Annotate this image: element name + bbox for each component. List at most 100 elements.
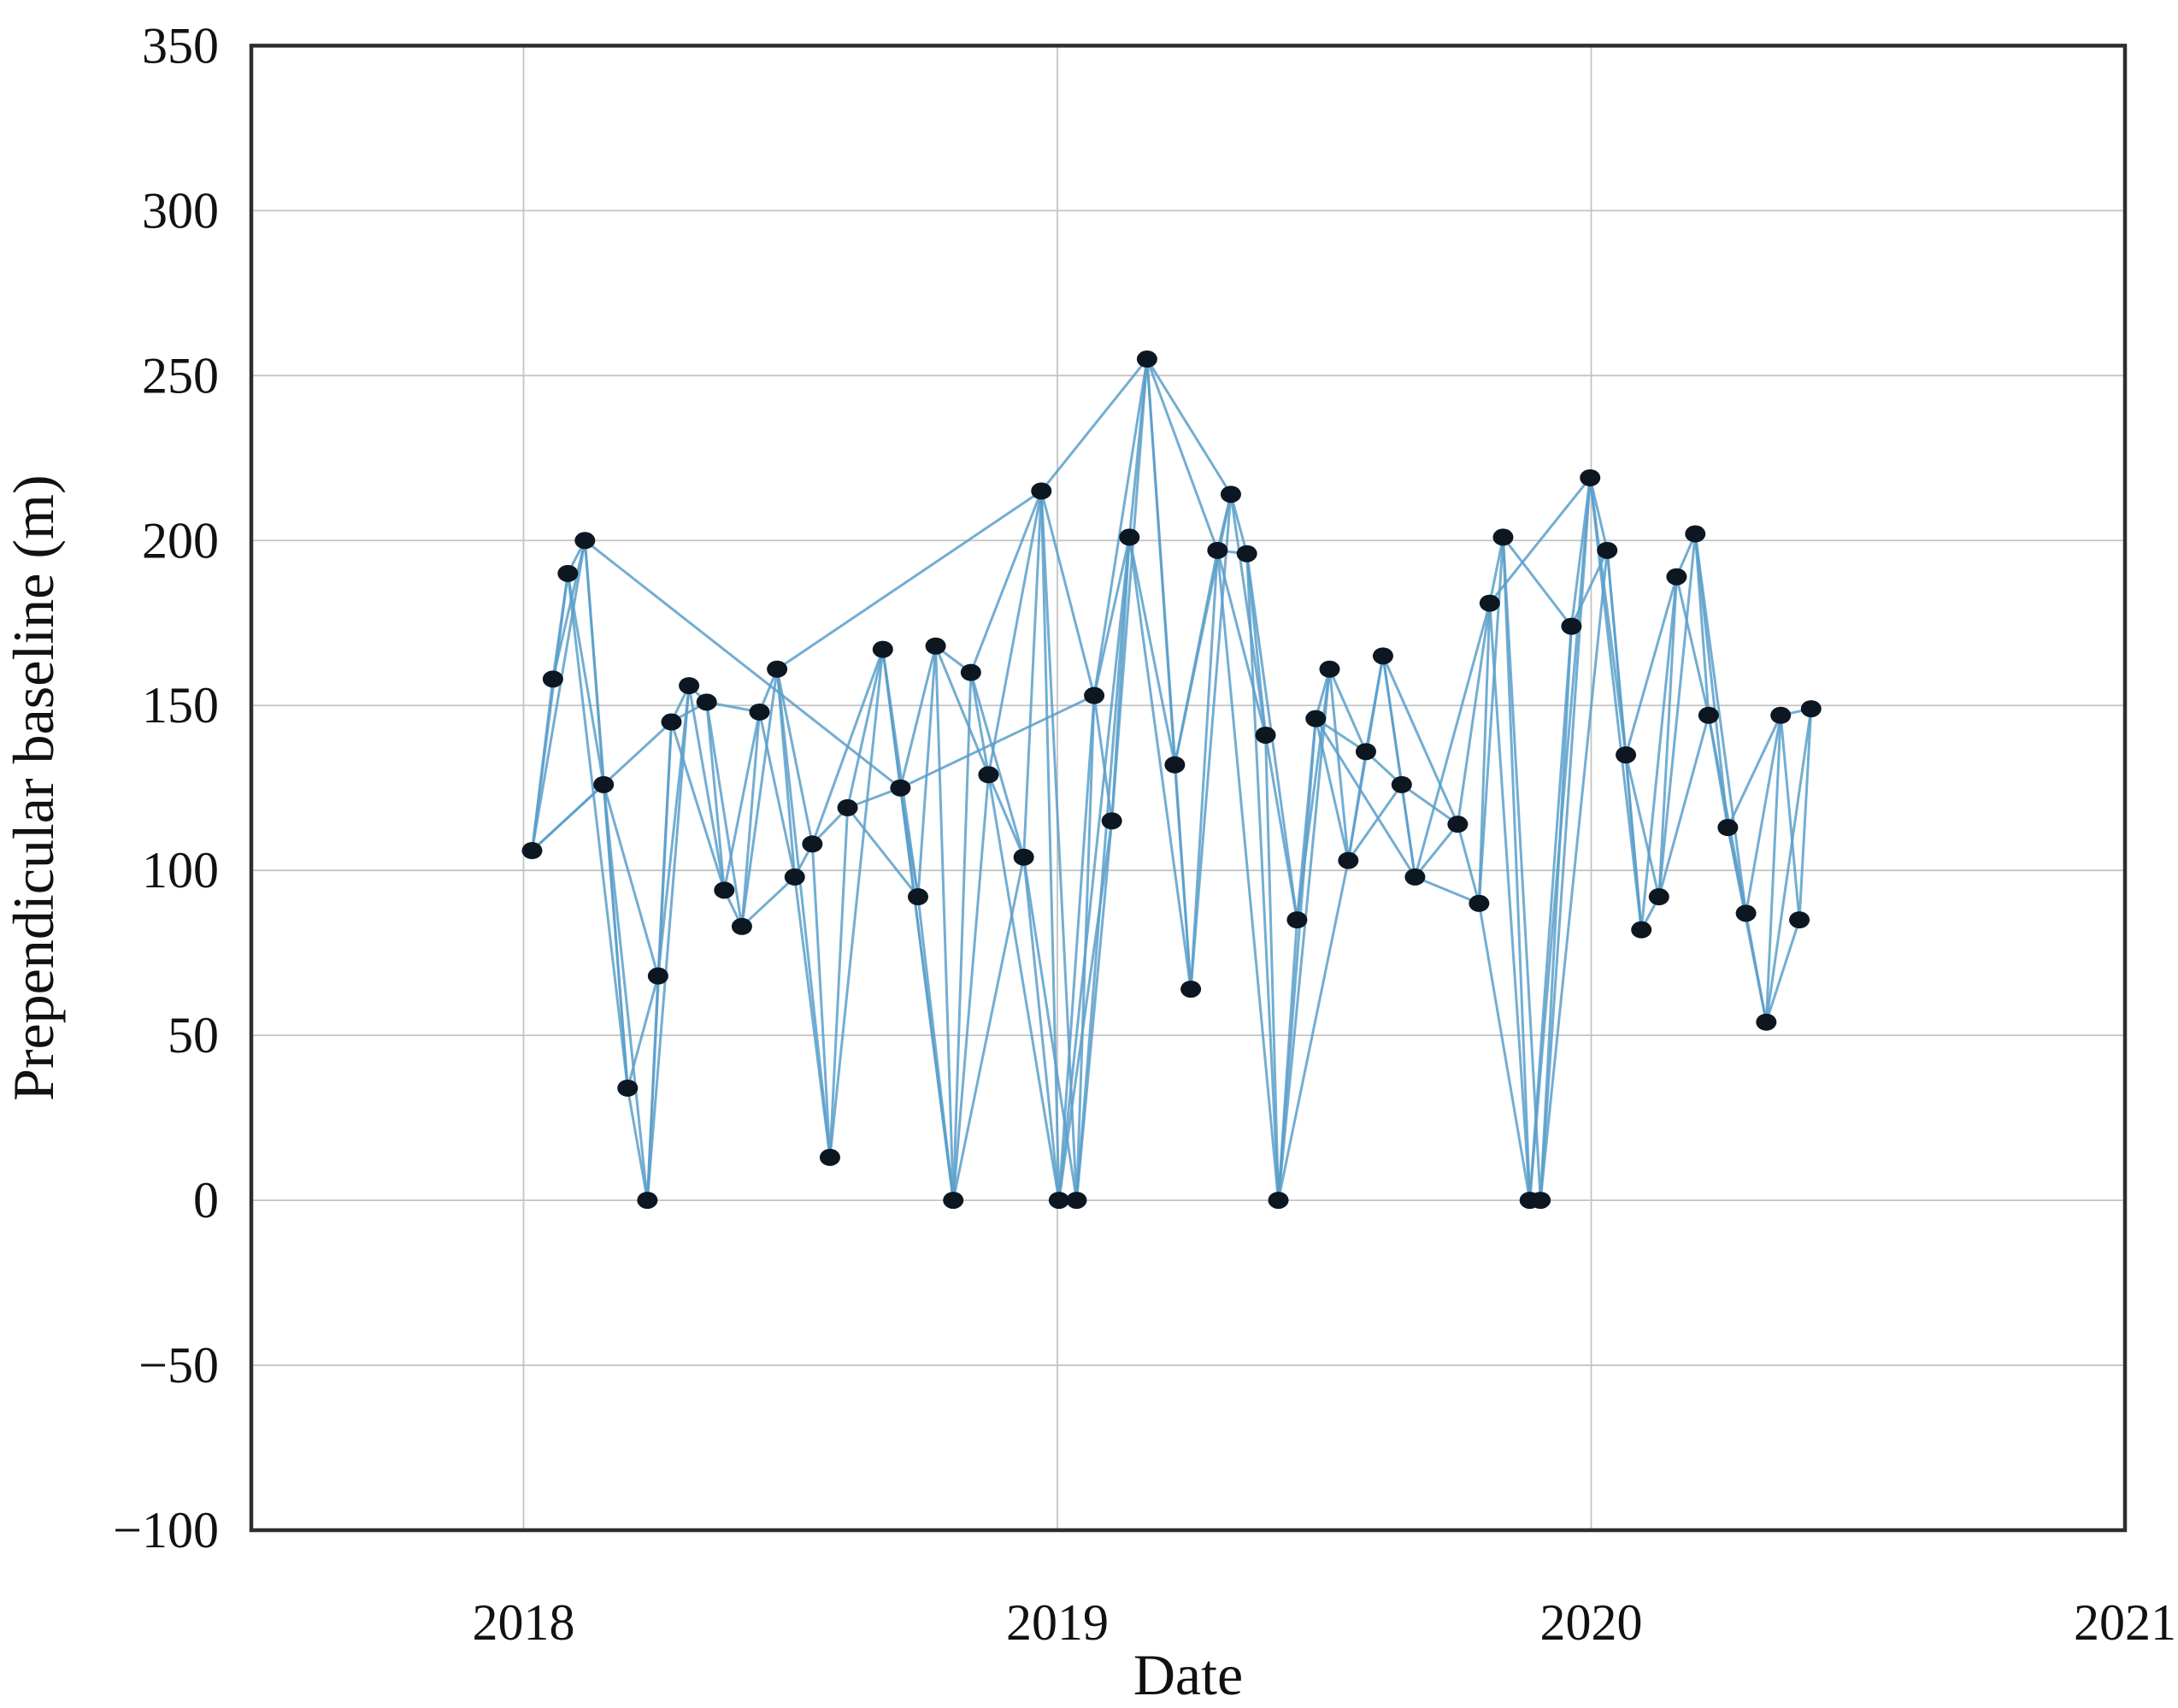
network-edge <box>1277 718 1317 1201</box>
network-edge <box>1022 857 1061 1201</box>
data-point <box>661 713 682 731</box>
network-edge <box>986 491 1043 775</box>
network-edge <box>1328 668 1368 752</box>
network-edge <box>1477 603 1492 904</box>
data-point <box>1355 743 1376 761</box>
network-edge <box>775 668 814 845</box>
network-edge <box>1727 715 1782 828</box>
data-point <box>1800 700 1822 718</box>
network-edge <box>1277 860 1350 1201</box>
x-axis-label: Date <box>1133 1642 1243 1707</box>
data-point <box>819 1148 840 1166</box>
data-point <box>1479 594 1500 612</box>
data-point <box>1530 1192 1551 1210</box>
network-edge <box>566 573 629 1089</box>
network-edge <box>1539 626 1573 1201</box>
y-tick-label: 200 <box>142 512 219 568</box>
network-edge <box>1657 715 1710 898</box>
network-edge <box>951 774 990 1201</box>
data-point <box>1666 568 1687 586</box>
data-point <box>617 1079 639 1097</box>
data-point <box>908 888 929 906</box>
data-point <box>679 677 700 695</box>
network-edge <box>531 540 586 851</box>
network-edge <box>1189 494 1233 990</box>
data-point <box>872 640 893 658</box>
data-point <box>1101 812 1122 830</box>
network-edge <box>828 807 850 1157</box>
data-point <box>767 660 788 678</box>
network-edge <box>828 649 885 1158</box>
data-point <box>1631 921 1652 939</box>
network-edge <box>1488 603 1532 1201</box>
data-point <box>837 798 858 816</box>
network-edge <box>775 668 832 1158</box>
network-edge <box>1502 536 1573 627</box>
network-edge <box>1414 823 1459 878</box>
y-tick-label: 100 <box>142 842 219 898</box>
network-edge <box>1092 358 1149 696</box>
network-edge <box>531 573 569 851</box>
network-edge <box>1779 715 1801 921</box>
network-edge <box>1245 553 1280 1201</box>
network-edge <box>1277 668 1331 1201</box>
network-edge <box>1745 715 1782 914</box>
data-point <box>925 637 946 655</box>
network-edge <box>1539 477 1592 1201</box>
network-edge <box>1127 537 1176 765</box>
data-point <box>647 967 668 985</box>
network-edge <box>670 721 726 891</box>
network-edge <box>1624 576 1678 756</box>
data-point <box>1756 1013 1777 1031</box>
data-point <box>1338 851 1359 869</box>
data-point <box>1164 756 1186 774</box>
network-edge <box>987 774 1026 858</box>
data-point <box>1319 660 1340 678</box>
network-edge <box>687 685 726 891</box>
data-point <box>1447 816 1469 833</box>
network-edge <box>1764 715 1782 1022</box>
network-edge <box>1693 533 1748 914</box>
data-point <box>1492 528 1514 546</box>
data-point <box>784 868 805 886</box>
data-point <box>1136 350 1157 368</box>
network-edge <box>1264 734 1280 1201</box>
network-edge <box>740 668 779 927</box>
x-tick-label: 2018 <box>472 1594 574 1651</box>
network-edge <box>602 784 649 1201</box>
x-tick-labels: 2018 2019 2020 2021 <box>472 1594 2176 1651</box>
y-tick-label: −100 <box>113 1502 219 1558</box>
data-point <box>749 703 770 721</box>
y-tick-labels: 350 300 250 200 150 100 50 0 −50 −100 <box>113 17 219 1558</box>
data-point <box>593 775 615 793</box>
network-edge <box>1539 550 1609 1201</box>
data-point <box>714 881 735 899</box>
y-tick-label: 0 <box>193 1172 219 1228</box>
data-point <box>1180 981 1202 998</box>
data-point <box>1616 746 1637 764</box>
network-edge <box>705 702 744 928</box>
network-edge <box>916 645 938 898</box>
network-edge <box>1092 537 1131 696</box>
network-edge <box>626 1087 649 1201</box>
data-point <box>978 766 999 784</box>
data-point <box>1220 486 1241 504</box>
network-edge <box>969 490 1043 674</box>
data-point <box>1305 710 1327 727</box>
network-edge <box>846 806 920 898</box>
x-tick-label: 2020 <box>1539 1594 1642 1651</box>
x-tick-label: 2021 <box>2074 1594 2176 1651</box>
network-edge <box>1477 537 1504 904</box>
data-point <box>1789 911 1810 929</box>
network-edge <box>951 672 973 1201</box>
data-point <box>696 693 717 711</box>
data-point <box>1404 868 1426 886</box>
network-edge <box>1605 550 1643 930</box>
y-tick-label: −50 <box>138 1337 219 1393</box>
network-edges <box>530 358 1813 1202</box>
grid-lines <box>251 45 2126 1530</box>
network-edge <box>740 711 762 927</box>
data-point <box>1013 848 1034 866</box>
data-point <box>637 1192 658 1210</box>
y-tick-label: 300 <box>142 182 219 239</box>
